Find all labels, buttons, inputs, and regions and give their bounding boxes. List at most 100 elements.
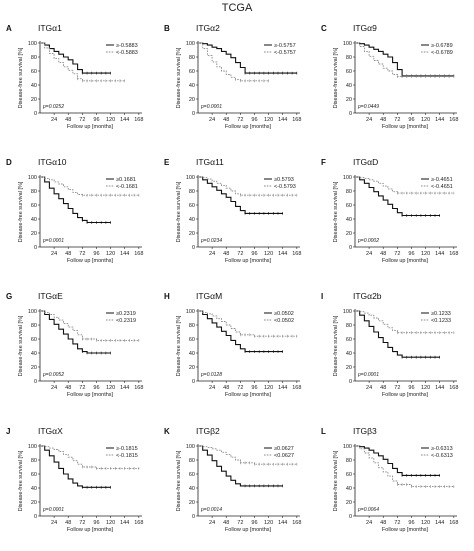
panel-c-letter: C	[321, 24, 327, 33]
panel-h-x-label: Follow up [months]	[225, 392, 272, 398]
panel-f-x-tick-label: 120	[421, 251, 430, 257]
panel-l-x-tick-label: 144	[435, 520, 444, 526]
panel-h-y-tick-label: 80	[189, 323, 195, 329]
panel-c-x-tick-label: 144	[435, 117, 444, 123]
panel-g-letter: G	[6, 292, 12, 301]
panel-b-y-tick-label: 0	[192, 111, 195, 117]
panel-c-low-curve	[355, 42, 454, 78]
panel-h-x-tick-label: 48	[223, 385, 229, 391]
panel-j-p-value: p=0.0001	[42, 507, 64, 513]
panel-i-x-tick-label: 24	[366, 385, 372, 391]
panel-f-y-tick-label: 100	[343, 175, 352, 181]
panel-c-x-tick-label: 48	[380, 117, 386, 123]
panel-b-low-curve	[198, 42, 269, 82]
panel-c-x-label: Follow up [months]	[382, 124, 429, 130]
panel-a-y-tick-label: 0	[34, 111, 37, 117]
panel-i-legend-label: <0.1233	[431, 318, 451, 324]
panel-f-y-tick-label: 20	[346, 231, 352, 237]
panel-i-y-tick-label: 80	[346, 323, 352, 329]
panel-j-legend-label: <-0.1815	[116, 453, 138, 459]
panel-j-y-tick-label: 80	[31, 458, 37, 464]
panel-f-letter: F	[321, 158, 326, 167]
panel-h-title: ITGαM	[196, 291, 222, 301]
panel-d-y-tick-label: 80	[31, 189, 37, 195]
panel-i-high-curve	[355, 310, 440, 358]
panel-j-x-tick-label: 168	[134, 520, 143, 526]
panel-a-legend-label: <-0.5883	[116, 50, 138, 56]
panel-b-y-tick-label: 40	[189, 83, 195, 89]
panel-f-legend-label: ≥-0.4651	[431, 177, 453, 183]
panel-l-p-value: p=0.0064	[357, 507, 379, 513]
panel-d-x-tick-label: 96	[93, 251, 99, 257]
panel-k-y-tick-label: 60	[189, 472, 195, 478]
panel-j-y-tick-label: 100	[28, 444, 37, 450]
panel-k-high-curve	[198, 445, 283, 487]
panel-l-y-label: Disease-free survival [%]	[333, 450, 339, 511]
panel-i-x-label: Follow up [months]	[382, 392, 429, 398]
panel-h-y-label: Disease-free survival [%]	[176, 315, 182, 376]
panel-d-y-tick-label: 20	[31, 231, 37, 237]
panel-f-x-label: Follow up [months]	[382, 258, 429, 264]
panel-l-y-tick-label: 20	[346, 500, 352, 506]
panel-l-legend-label: <-0.6313	[431, 453, 453, 459]
panel-d-y-label: Disease-free survival [%]	[18, 181, 24, 242]
panel-b-x-tick-label: 24	[209, 117, 215, 123]
panel-c-x-tick-label: 96	[408, 117, 414, 123]
panel-h-x-tick-label: 96	[251, 385, 257, 391]
panel-g-x-tick-label: 24	[51, 385, 57, 391]
panel-e-y-tick-label: 60	[189, 203, 195, 209]
panel-e-x-label: Follow up [months]	[225, 258, 272, 264]
panel-b-y-tick-label: 60	[189, 69, 195, 75]
panel-c-y-tick-label: 100	[343, 41, 352, 47]
panel-i-p-value: p=0.0001	[357, 372, 379, 378]
panel-c-legend-label: <-0.6789	[431, 50, 453, 56]
panel-a-y-tick-label: 40	[31, 83, 37, 89]
panel-k-low-curve	[198, 445, 297, 465]
panel-g-title: ITGαE	[38, 291, 63, 301]
panel-e-p-value: p=0.0234	[200, 238, 222, 244]
panel-h-x-tick-label: 144	[278, 385, 287, 391]
panel-i-legend-label: ≥0.1233	[431, 311, 451, 317]
panel-d-p-value: p=0.0001	[42, 238, 64, 244]
panel-f-low-curve	[355, 176, 454, 194]
panel-l-y-tick-label: 100	[343, 444, 352, 450]
panel-a-x-tick-label: 144	[120, 117, 129, 123]
panel-h-y-tick-label: 40	[189, 351, 195, 357]
panel-b-x-tick-label: 144	[278, 117, 287, 123]
panel-k-x-tick-label: 48	[223, 520, 229, 526]
panel-k-title: ITGβ2	[196, 426, 220, 436]
panel-e-high-curve	[198, 176, 283, 214]
panel-i-y-label: Disease-free survival [%]	[333, 315, 339, 376]
panel-a-title: ITGα1	[38, 23, 62, 33]
panel-b-x-tick-label: 96	[251, 117, 257, 123]
panel-j-x-tick-label: 72	[79, 520, 85, 526]
panel-i-letter: I	[321, 292, 323, 301]
panel-b-p-value: p=0.0001	[200, 104, 222, 110]
panel-a-x-tick-label: 72	[79, 117, 85, 123]
panel-b-legend-label: <-0.5757	[274, 50, 296, 56]
panel-j-y-tick-label: 20	[31, 500, 37, 506]
panel-h-legend-label: <0.0502	[274, 318, 294, 324]
panel-a-y-tick-label: 20	[31, 97, 37, 103]
panel-j-legend-label: ≥-0.1815	[116, 446, 138, 452]
panel-b-y-tick-label: 20	[189, 97, 195, 103]
panel-f-x-tick-label: 168	[449, 251, 458, 257]
panel-l-high-curve	[355, 445, 440, 476]
panel-c-y-tick-label: 40	[346, 83, 352, 89]
panel-c-y-tick-label: 60	[346, 69, 352, 75]
panel-b-x-tick-label: 120	[264, 117, 273, 123]
panel-f-legend-label: <-0.4651	[431, 184, 453, 190]
panel-f-x-tick-label: 72	[394, 251, 400, 257]
panel-h-y-tick-label: 20	[189, 365, 195, 371]
panel-l-letter: L	[321, 427, 326, 436]
panel-h-legend-label: ≥0.0502	[274, 311, 294, 317]
panel-d-title: ITGα10	[38, 157, 67, 167]
panel-a-y-tick-label: 100	[28, 41, 37, 47]
panel-g-y-tick-label: 100	[28, 309, 37, 315]
panel-h-x-tick-label: 72	[237, 385, 243, 391]
panel-e-y-tick-label: 20	[189, 231, 195, 237]
panel-a-letter: A	[6, 24, 12, 33]
panel-k-y-label: Disease-free survival [%]	[176, 450, 182, 511]
